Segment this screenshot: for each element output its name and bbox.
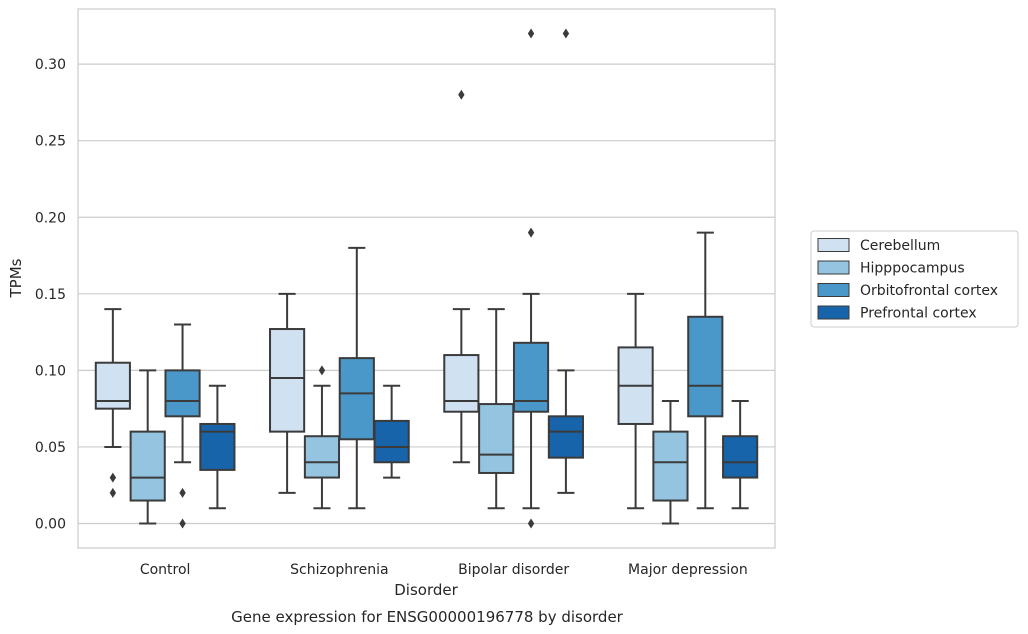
box-cerebellum [617, 292, 654, 510]
box-hipppocampus [478, 308, 515, 510]
box-iqr [652, 430, 689, 502]
box-iqr [722, 435, 759, 479]
box-prefrontal-cortex [722, 400, 759, 510]
outlier-point [109, 487, 117, 498]
box-cerebellum [269, 292, 306, 494]
box-iqr [478, 403, 515, 474]
y-tick-label: 0.00 [35, 517, 66, 533]
legend-label: Hipppocampus [860, 261, 965, 277]
outlier-point [109, 472, 117, 483]
box-orbitofrontal-cortex [338, 246, 375, 510]
legend-frame [810, 230, 1019, 328]
chart-caption: Gene expression for ENSG00000196778 by d… [231, 608, 624, 626]
x-tick-label: Schizophrenia [290, 562, 388, 578]
x-tick-label: Control [140, 562, 191, 578]
box-hipppocampus [303, 365, 341, 510]
legend-label: Prefrontal cortex [860, 306, 977, 322]
y-tick-label: 0.05 [35, 440, 66, 456]
box-iqr [269, 328, 306, 433]
y-axis-ticks: 0.00 0.05 0.10 0.15 0.20 0.25 0.30 [35, 57, 66, 532]
legend-swatch [817, 305, 850, 320]
box-hipppocampus [129, 369, 166, 525]
box-iqr [303, 435, 341, 479]
box-orbitofrontal-cortex [512, 28, 550, 529]
x-axis-ticks: Control Schizophrenia Bipolar disorder Majo… [140, 562, 748, 578]
box-series [94, 28, 759, 529]
legend-swatch [817, 283, 850, 297]
outlier-point [179, 518, 186, 529]
box-orbitofrontal-cortex [687, 231, 724, 510]
x-tick-label: Bipolar disorder [458, 562, 569, 578]
y-tick-label: 0.15 [35, 287, 66, 303]
box-iqr [687, 315, 724, 418]
box-orbitofrontal-cortex [164, 323, 201, 529]
y-tick-label: 0.20 [35, 210, 66, 226]
box-iqr [129, 430, 166, 502]
box-cerebellum [443, 89, 480, 464]
x-axis-title: Disorder [394, 581, 458, 599]
outlier-point [562, 28, 570, 39]
box-prefrontal-cortex [199, 384, 236, 510]
legend: Cerebellum Hipppocampus Orbitofrontal cort… [810, 230, 1019, 328]
y-axis-title: TPMs [7, 258, 25, 298]
legend-swatch [817, 260, 850, 275]
outlier-point [527, 518, 535, 529]
box-iqr [164, 369, 201, 418]
box-iqr [443, 354, 480, 413]
box-cerebellum [94, 308, 131, 498]
outlier-point [527, 28, 535, 39]
box-iqr [338, 357, 375, 441]
y-tick-label: 0.10 [35, 363, 66, 379]
legend-label: Orbitofrontal cortex [860, 283, 998, 299]
y-tick-label: 0.30 [35, 57, 66, 73]
x-tick-label: Major depression [628, 562, 748, 578]
legend-label: Cerebellum [860, 238, 940, 254]
outlier-point [318, 365, 326, 376]
box-prefrontal-cortex [373, 384, 410, 479]
legend-swatch [817, 238, 850, 252]
box-hipppocampus [652, 400, 689, 525]
outlier-point [458, 89, 465, 100]
box-prefrontal-cortex [547, 28, 584, 494]
box-iqr [373, 419, 410, 464]
outlier-point [179, 487, 186, 498]
outlier-point [527, 227, 535, 238]
y-tick-label: 0.25 [35, 134, 66, 150]
box-iqr [547, 415, 584, 459]
